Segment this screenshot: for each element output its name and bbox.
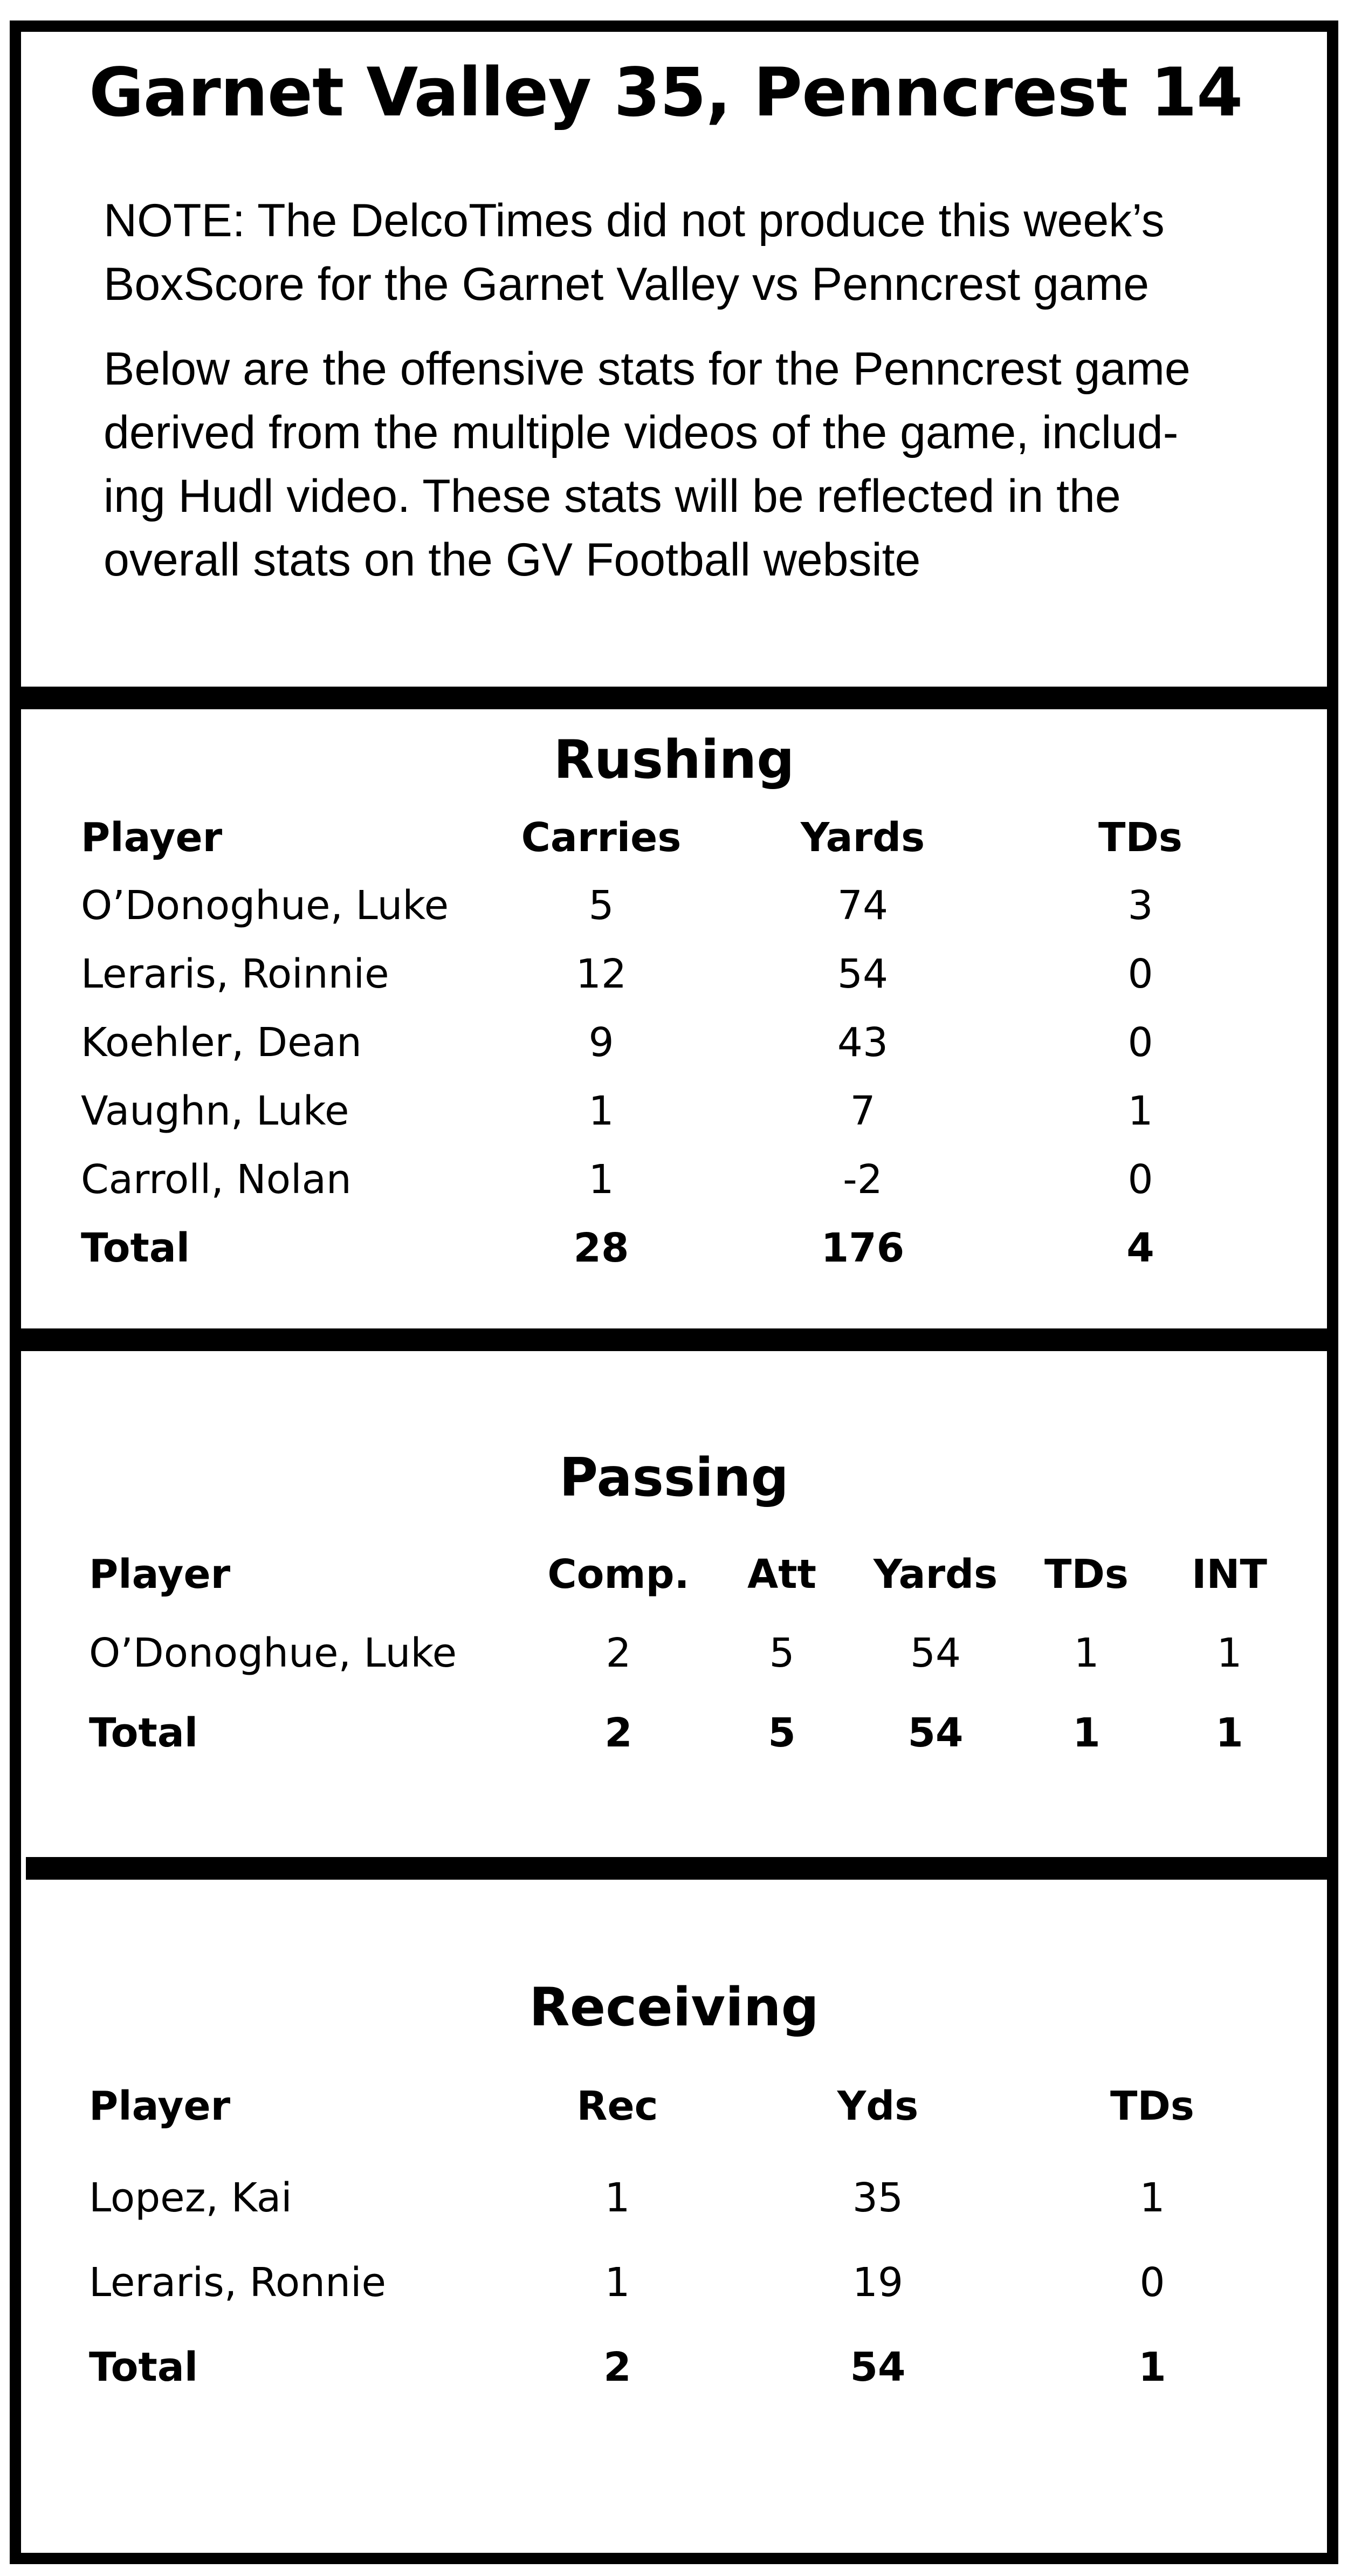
passing-header-cell: TDs [1044, 1551, 1129, 1598]
body-line: derived from the multiple videos of the … [104, 407, 1179, 458]
rushing-row-cell: O’Donoghue, Luke [81, 882, 449, 929]
receiving-title: Receiving [529, 1977, 819, 2038]
receiving-total-cell: 1 [1138, 2344, 1166, 2390]
rushing-row-cell: Koehler, Dean [81, 1019, 362, 1066]
rushing-total-cell: Total [81, 1225, 190, 1271]
rushing-row-cell: 43 [837, 1019, 889, 1066]
divider-passing-receiving [26, 1857, 1338, 1880]
receiving-row-cell: 1 [604, 2259, 630, 2306]
receiving-row-cell: 1 [1139, 2175, 1165, 2221]
note-line: NOTE: The DelcoTimes did not produce thi… [104, 195, 1165, 246]
rushing-row-cell: 54 [837, 951, 889, 997]
note-line: BoxScore for the Garnet Valley vs Penncr… [104, 258, 1150, 310]
rushing-header-cell: Yards [800, 814, 925, 861]
passing-row-cell: O’Donoghue, Luke [89, 1630, 457, 1676]
passing-header-cell: Comp. [547, 1551, 690, 1598]
receiving-total-cell: 54 [850, 2344, 906, 2390]
passing-row-cell: 1 [1074, 1630, 1099, 1676]
passing-total-cell: Total [89, 1710, 198, 1756]
passing-header-cell: Player [89, 1551, 231, 1598]
receiving-total-cell: Total [89, 2344, 198, 2390]
page-title: Garnet Valley 35, Penncrest 14 [89, 54, 1243, 132]
rushing-row-cell: 7 [850, 1088, 876, 1134]
rushing-row-cell: 3 [1127, 882, 1153, 929]
body-line: overall stats on the GV Football website [104, 534, 921, 586]
receiving-total-cell: 2 [603, 2344, 631, 2390]
rushing-title: Rushing [553, 729, 795, 791]
passing-row-cell: 1 [1216, 1630, 1242, 1676]
passing-header-cell: Yards [873, 1551, 998, 1598]
rushing-header-cell: Carries [521, 814, 682, 861]
divider-header-rushing [10, 687, 1338, 709]
rushing-row-cell: 1 [1127, 1088, 1153, 1134]
receiving-row-cell: Lopez, Kai [89, 2175, 292, 2221]
passing-row-cell: 5 [769, 1630, 795, 1676]
body-line: ing Hudl video. These stats will be refl… [104, 470, 1121, 522]
passing-total-cell: 5 [768, 1710, 796, 1756]
receiving-row-cell: 19 [852, 2259, 904, 2306]
divider-rushing-passing [10, 1328, 1338, 1351]
rushing-row-cell: 9 [588, 1019, 614, 1066]
passing-row-cell: 54 [910, 1630, 961, 1676]
receiving-row-cell: 0 [1139, 2259, 1165, 2306]
passing-title: Passing [559, 1447, 789, 1509]
rushing-row-cell: -2 [843, 1156, 883, 1203]
receiving-row-cell: 1 [604, 2175, 630, 2221]
rushing-row-cell: 12 [575, 951, 627, 997]
rushing-row-cell: Vaughn, Luke [81, 1088, 349, 1134]
rushing-row-cell: 5 [588, 882, 614, 929]
rushing-row-cell: 1 [588, 1088, 614, 1134]
rushing-total-cell: 4 [1126, 1225, 1154, 1271]
body-line: Below are the offensive stats for the Pe… [104, 343, 1191, 395]
passing-total-cell: 2 [604, 1710, 632, 1756]
rushing-row-cell: 0 [1127, 1156, 1153, 1203]
rushing-total-cell: 28 [573, 1225, 629, 1271]
rushing-header-cell: TDs [1098, 814, 1182, 861]
passing-row-cell: 2 [606, 1630, 631, 1676]
passing-header-cell: Att [747, 1551, 817, 1598]
rushing-row-cell: 74 [837, 882, 889, 929]
receiving-header-cell: Yds [837, 2083, 919, 2129]
rushing-row-cell: 1 [588, 1156, 614, 1203]
receiving-header-cell: TDs [1110, 2083, 1194, 2129]
rushing-header-cell: Player [81, 814, 223, 861]
passing-header-cell: INT [1192, 1551, 1267, 1598]
receiving-header-cell: Rec [576, 2083, 658, 2129]
receiving-row-cell: 35 [852, 2175, 904, 2221]
rushing-row-cell: 0 [1127, 951, 1153, 997]
passing-total-cell: 1 [1072, 1710, 1101, 1756]
page-frame [10, 20, 1338, 2564]
rushing-row-cell: Carroll, Nolan [81, 1156, 352, 1203]
rushing-total-cell: 176 [821, 1225, 905, 1271]
receiving-row-cell: Leraris, Ronnie [89, 2259, 387, 2306]
passing-total-cell: 54 [907, 1710, 964, 1756]
rushing-row-cell: 0 [1127, 1019, 1153, 1066]
receiving-header-cell: Player [89, 2083, 231, 2129]
passing-total-cell: 1 [1215, 1710, 1243, 1756]
rushing-row-cell: Leraris, Roinnie [81, 951, 389, 997]
